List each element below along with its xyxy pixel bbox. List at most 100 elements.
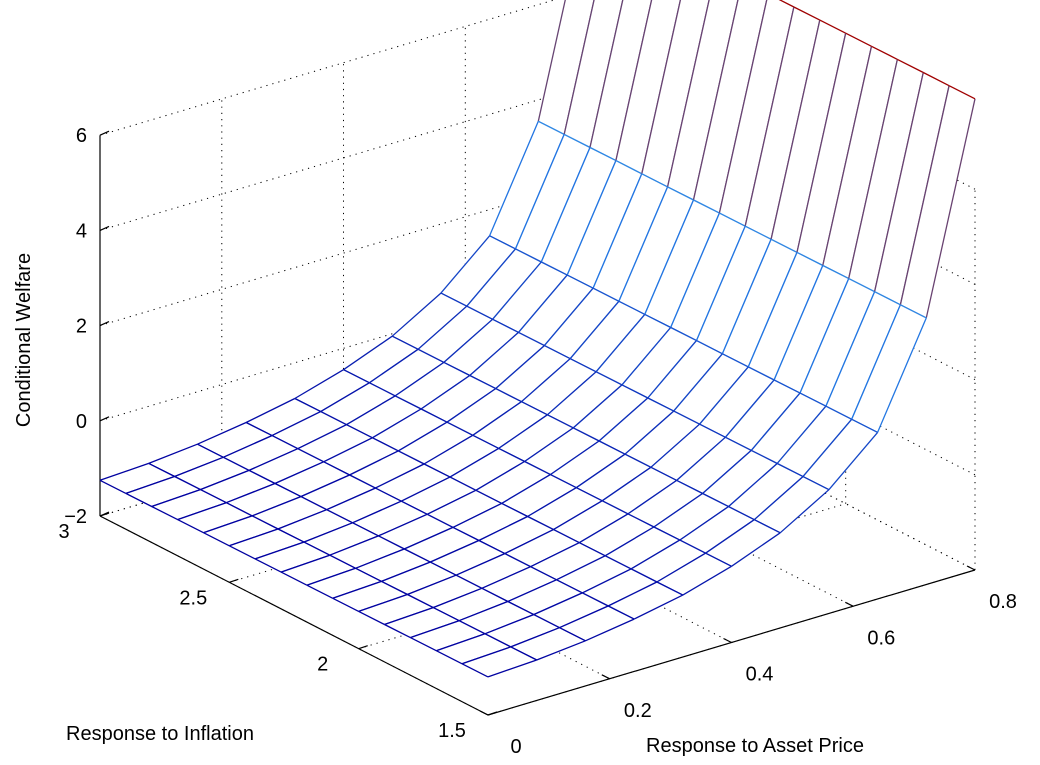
surface-edge	[556, 579, 583, 594]
surface-edge	[297, 448, 324, 463]
surface-edge	[375, 463, 425, 489]
surface-edge	[773, 379, 801, 394]
surface-edge	[343, 335, 393, 371]
surface-edge	[420, 408, 448, 423]
surface-face	[696, 226, 772, 354]
surface-edge	[352, 500, 402, 524]
surface-edge	[802, 476, 830, 491]
surface-edge	[469, 331, 519, 376]
surface-edge	[498, 414, 548, 449]
surface-edge	[277, 528, 305, 543]
surface-edge	[429, 539, 480, 563]
y-tick-mark	[229, 578, 239, 583]
x-tick-mark	[479, 710, 489, 716]
surface-face	[527, 487, 603, 530]
surface-edge	[358, 593, 408, 613]
surface-edge	[556, 555, 606, 581]
surface-face	[418, 306, 493, 363]
surface-face	[246, 398, 321, 436]
surface-edge	[177, 519, 204, 534]
surface-edge	[559, 627, 586, 642]
surface-face	[693, 0, 767, 214]
surface-edge	[604, 526, 655, 557]
surface-edge	[420, 374, 471, 410]
surface-edge	[455, 553, 506, 576]
surface-edge	[538, 120, 565, 135]
surface-mesh	[99, 0, 976, 678]
surface-edge	[702, 449, 752, 494]
surface-edge	[793, 6, 821, 21]
surface-face	[424, 435, 499, 478]
surface-edge	[174, 475, 201, 491]
surface-face	[472, 401, 548, 449]
y-tick-mark	[358, 645, 368, 650]
surface-edge	[306, 567, 356, 586]
surface-face	[151, 489, 227, 520]
surface-face	[653, 493, 729, 541]
surface-edge	[407, 593, 434, 609]
surface-edge	[948, 85, 976, 100]
surface-edge	[897, 58, 924, 74]
surface-edge	[679, 506, 729, 541]
surface-face	[556, 555, 632, 593]
surface-face	[521, 358, 597, 415]
x-tick-mark	[723, 637, 732, 644]
surface-edge	[200, 469, 250, 491]
surface-edge	[461, 663, 489, 678]
surface-edge	[753, 476, 804, 521]
surface-edge	[440, 235, 491, 294]
surface-face	[644, 200, 720, 328]
surface-edge	[607, 581, 658, 607]
z-axis-label: Conditional Welfare	[13, 253, 35, 427]
surface-face	[538, 0, 595, 135]
surface-face	[303, 522, 379, 556]
surface-face	[745, 7, 820, 240]
surface-edge	[151, 488, 201, 508]
surface-face	[751, 393, 826, 464]
surface-edge	[667, 186, 694, 201]
surface-edge	[343, 369, 370, 384]
x-tick-mark	[601, 674, 611, 680]
surface-edge	[510, 627, 560, 648]
surface-edge	[426, 513, 454, 528]
surface-edge	[352, 522, 379, 537]
surface-face	[544, 288, 619, 359]
surface-face	[593, 173, 668, 302]
surface-edge	[627, 513, 655, 528]
surface-edge	[647, 397, 674, 412]
surface-edge	[515, 248, 542, 263]
surface-edge	[300, 474, 350, 498]
z-tick-mark	[99, 130, 110, 136]
surface-edge	[472, 434, 499, 449]
surface-face	[475, 461, 551, 504]
surface-edge	[280, 571, 308, 586]
surface-edge	[197, 421, 247, 445]
surface-edge	[504, 553, 531, 568]
surface-edge	[423, 434, 474, 465]
surface-edge	[799, 392, 827, 407]
surface-face	[148, 444, 224, 477]
surface-edge	[294, 397, 321, 413]
surface-face	[515, 134, 590, 262]
surface-edge	[452, 526, 480, 542]
surface-face	[641, 0, 710, 187]
surface-edge	[533, 614, 560, 629]
surface-face	[329, 535, 405, 569]
surface-edge	[751, 449, 778, 465]
surface-face	[381, 562, 457, 595]
surface-edge	[99, 462, 149, 481]
surface-face	[498, 414, 574, 462]
surface-face	[774, 265, 849, 394]
surface-face	[466, 248, 542, 320]
surface-face	[728, 463, 803, 520]
surface-edge	[656, 552, 706, 583]
surface-edge	[848, 278, 875, 293]
surface-face	[453, 503, 528, 541]
x-tick-label: 0	[510, 736, 521, 758]
surface-edge	[248, 469, 276, 485]
surface-edge	[699, 423, 726, 438]
surface-edge	[550, 474, 577, 489]
surface-edge	[245, 397, 296, 424]
surface-face	[754, 476, 829, 533]
z-tick-mark	[99, 416, 110, 422]
